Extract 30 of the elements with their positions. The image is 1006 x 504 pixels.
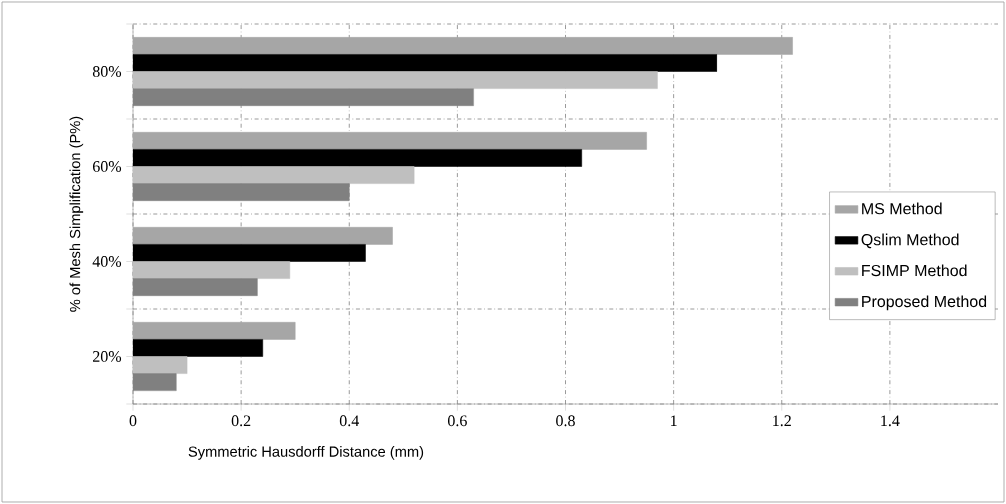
bar [133,227,393,245]
bar [133,356,188,374]
y-tick-label: 20% [93,351,122,362]
bar [133,339,264,357]
y-tick-label: 60% [92,161,122,172]
bar [133,322,296,340]
y-axis-title: % of Mesh Simplification (P%) [69,116,84,312]
x-tick-label: 0.6 [447,415,467,427]
legend-label: FSIMP Method [862,264,967,277]
bar [133,166,415,184]
bar [133,261,291,279]
x-tick-label: 0.8 [556,415,575,427]
x-tick-label: 1.2 [773,415,791,427]
x-tick-label: 1.4 [881,415,900,427]
bar [133,132,647,150]
y-tick-label: 80% [92,66,122,77]
x-tick-label: 0 [129,415,137,427]
x-tick-label: 0.2 [231,415,251,427]
bar [133,149,582,167]
bar [133,37,793,55]
bar [133,244,366,262]
x-axis-title: Symmetric Hausdorff Distance (mm) [188,446,424,460]
x-tick-label: 0.4 [339,415,360,427]
bar [133,71,658,89]
bar [133,54,718,72]
legend-label: Qslim Method [861,233,959,249]
legend-label: Proposed Method [862,295,987,311]
x-tick-label: 1 [671,415,677,426]
legend-label: MS Method [862,202,942,215]
y-tick-label: 40% [92,256,122,267]
